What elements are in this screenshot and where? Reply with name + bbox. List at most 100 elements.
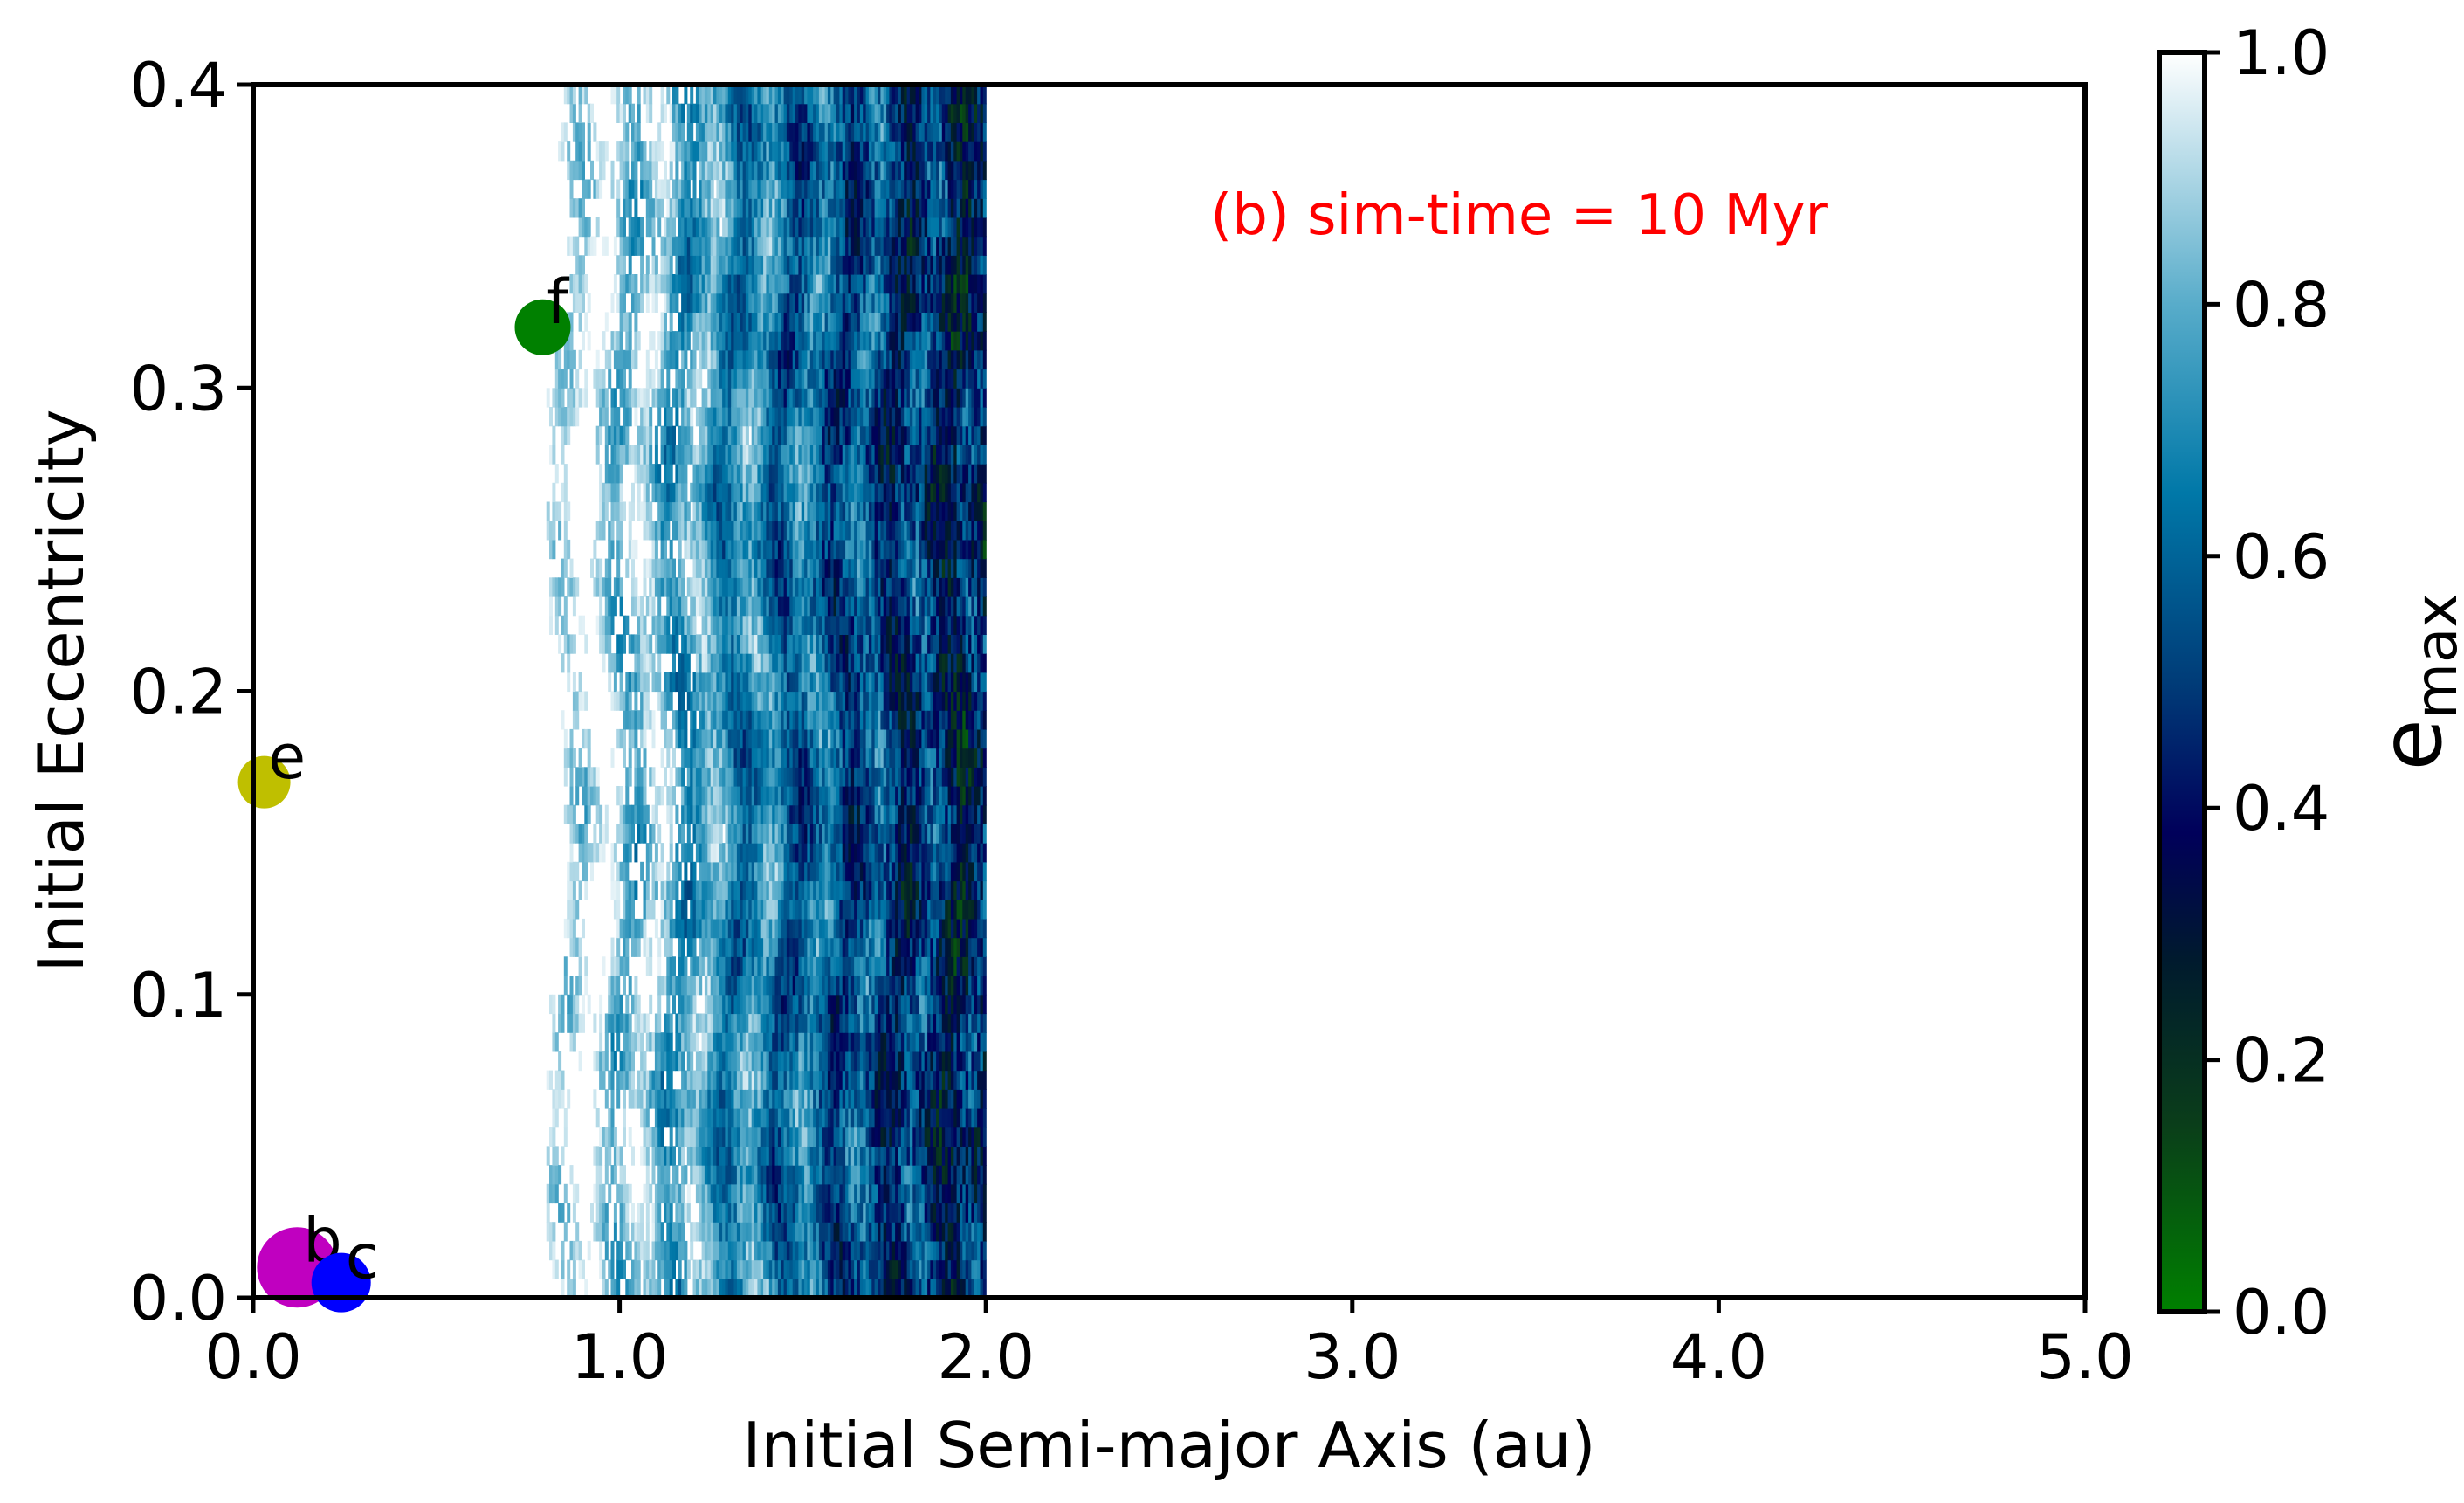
heatmap-cell bbox=[558, 1203, 562, 1223]
heatmap-cell bbox=[664, 255, 667, 275]
heatmap-cell bbox=[572, 198, 576, 218]
heatmap-cell bbox=[807, 577, 811, 597]
heatmap-cell bbox=[704, 634, 708, 654]
heatmap-cell bbox=[704, 918, 708, 939]
heatmap-cell bbox=[552, 1165, 556, 1185]
heatmap-cell bbox=[731, 1070, 735, 1090]
heatmap-cell bbox=[757, 1183, 761, 1204]
heatmap-cell bbox=[657, 615, 662, 635]
heatmap-cell bbox=[798, 198, 802, 218]
heatmap-cell bbox=[754, 956, 758, 976]
heatmap-cell bbox=[742, 937, 747, 957]
heatmap-cell bbox=[722, 710, 726, 730]
heatmap-cell bbox=[707, 1032, 712, 1052]
heatmap-cell bbox=[836, 312, 840, 332]
heatmap-cell bbox=[792, 122, 796, 142]
heatmap-cell bbox=[789, 596, 794, 617]
heatmap-cell bbox=[561, 1070, 565, 1090]
heatmap-cell bbox=[681, 482, 685, 503]
heatmap-cell bbox=[813, 482, 817, 503]
heatmap-cell bbox=[816, 804, 820, 824]
heatmap-cell bbox=[713, 482, 717, 503]
heatmap-cell bbox=[757, 1240, 761, 1261]
heatmap-cell bbox=[789, 653, 794, 673]
heatmap-cell bbox=[645, 85, 650, 105]
heatmap-cell bbox=[742, 728, 747, 749]
heatmap-cell bbox=[704, 843, 708, 863]
heatmap-cell bbox=[777, 994, 781, 1015]
heatmap-cell bbox=[593, 1146, 597, 1166]
heatmap-cell bbox=[681, 937, 685, 957]
heatmap-cell bbox=[645, 293, 650, 313]
heatmap-cell bbox=[742, 880, 747, 900]
heatmap-cell bbox=[763, 255, 767, 275]
heatmap-cell bbox=[722, 482, 726, 503]
heatmap-cell bbox=[807, 672, 811, 693]
heatmap-cell bbox=[763, 691, 767, 711]
heatmap-cell bbox=[740, 1240, 744, 1261]
heatmap-cell bbox=[818, 880, 822, 900]
heatmap-cell bbox=[824, 1032, 829, 1052]
heatmap-cell bbox=[786, 1203, 790, 1223]
heatmap-cell bbox=[816, 1013, 820, 1033]
heatmap-cell bbox=[669, 331, 673, 351]
heatmap-cell bbox=[757, 1032, 761, 1052]
heatmap-cell bbox=[654, 482, 658, 503]
heatmap-cell bbox=[713, 198, 717, 218]
heatmap-cell bbox=[813, 179, 817, 199]
heatmap-cell bbox=[692, 349, 697, 370]
heatmap-cell bbox=[727, 1203, 732, 1223]
heatmap-cell bbox=[816, 1203, 820, 1223]
heatmap-cell bbox=[807, 1070, 811, 1090]
heatmap-cell bbox=[760, 1222, 764, 1242]
heatmap-cell bbox=[710, 596, 714, 617]
heatmap-cell bbox=[774, 482, 779, 503]
heatmap-cell bbox=[563, 728, 568, 749]
heatmap-cell bbox=[710, 217, 714, 238]
heatmap-cell bbox=[836, 710, 840, 730]
heatmap-cell bbox=[807, 710, 811, 730]
heatmap-cell bbox=[781, 1013, 785, 1033]
heatmap-cell bbox=[675, 880, 679, 900]
heatmap-cell bbox=[595, 577, 600, 597]
heatmap-cell bbox=[645, 1259, 650, 1279]
heatmap-cell bbox=[701, 521, 705, 541]
heatmap-cell bbox=[657, 937, 662, 957]
heatmap-cell bbox=[722, 160, 726, 181]
heatmap-cell bbox=[818, 1279, 822, 1298]
heatmap-cell bbox=[713, 900, 717, 920]
heatmap-cell bbox=[631, 388, 635, 408]
heatmap-cell bbox=[798, 937, 802, 957]
heatmap-cell bbox=[578, 672, 582, 693]
heatmap-cell bbox=[637, 122, 641, 142]
heatmap-cell bbox=[809, 1051, 814, 1072]
heatmap-cell bbox=[830, 539, 835, 560]
heatmap-cell bbox=[572, 236, 576, 256]
heatmap-cell bbox=[666, 1222, 671, 1242]
heatmap-cell bbox=[716, 615, 720, 635]
heatmap-cell bbox=[701, 767, 705, 787]
heatmap-cell bbox=[660, 976, 664, 996]
heatmap-cell bbox=[716, 141, 720, 162]
heatmap-cell bbox=[748, 918, 753, 939]
heatmap-cell bbox=[836, 1203, 840, 1223]
heatmap-cell bbox=[774, 596, 779, 617]
heatmap-cell bbox=[809, 861, 814, 882]
heatmap-cell bbox=[772, 141, 776, 162]
heatmap-cell bbox=[692, 1165, 697, 1185]
heatmap-cell bbox=[664, 1146, 667, 1166]
heatmap-cell bbox=[839, 1259, 843, 1279]
heatmap-cell bbox=[774, 1089, 779, 1109]
heatmap-cell bbox=[704, 900, 708, 920]
heatmap-cell bbox=[610, 843, 615, 863]
heatmap-cell bbox=[669, 274, 673, 294]
heatmap-cell bbox=[727, 861, 732, 882]
heatmap-cell bbox=[772, 558, 776, 578]
heatmap-cell bbox=[707, 577, 712, 597]
heatmap-cell bbox=[587, 103, 591, 123]
heatmap-cell bbox=[651, 521, 656, 541]
heatmap-cell bbox=[567, 1203, 571, 1223]
heatmap-cell bbox=[623, 1108, 626, 1128]
heatmap-cell bbox=[690, 1222, 694, 1242]
heatmap-cell bbox=[763, 1183, 767, 1204]
